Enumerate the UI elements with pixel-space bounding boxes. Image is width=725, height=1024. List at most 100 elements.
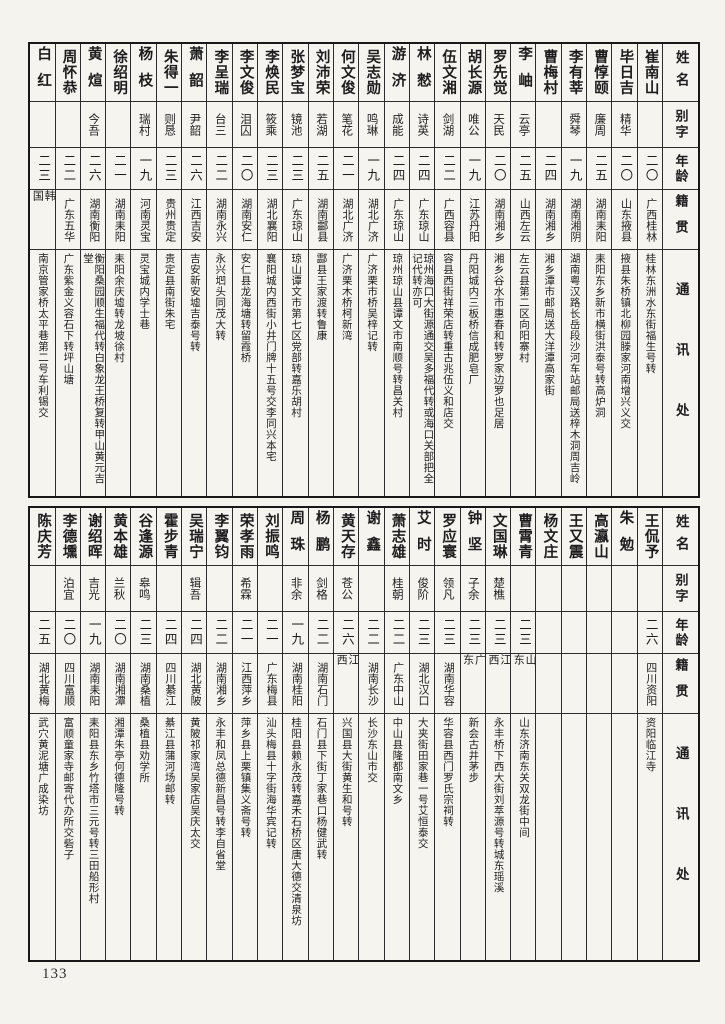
- age-cell-text: 二〇: [643, 154, 658, 183]
- person-column: 谢绍晖 吉光 一九 湖南耒阳 耒阳县东乡竹塔市三元号转三田船形村: [79, 508, 106, 960]
- age-cell: 二三: [435, 612, 460, 654]
- person-column: 萧志雄 桂朝 二二 广东中山 中山县隆都南文乡: [383, 508, 409, 960]
- person-column: 周怀恭 二二 广东五华 广东紫金义容石下转坪山塘: [54, 44, 80, 496]
- directory-table-bottom: 姓名 别字 年龄 籍贯 通讯处 王侃予 二六 四川资阳 资阳临江寺 朱勉 高瀛山 王又震 杨文庄 曹霄青二…: [28, 506, 700, 962]
- zi-cell: 云亭: [511, 102, 536, 148]
- name-cell-text: 毕日吉: [617, 49, 634, 96]
- row-header-age: 年龄: [663, 612, 698, 654]
- name-cell-text: 李呈瑞: [212, 49, 229, 96]
- zi-cell-text: 筱乘: [264, 113, 277, 136]
- name-cell: 吴瑞宁: [182, 508, 207, 566]
- name-cell: 林憖: [409, 44, 435, 102]
- zi-cell-text: 吉光: [87, 577, 100, 600]
- age-cell: 二六: [80, 148, 106, 190]
- address-cell: 桂林东洲水东街福生号转: [638, 250, 662, 496]
- name-cell-text: 游济: [389, 46, 406, 99]
- name-cell-text: 李德壎: [60, 513, 77, 560]
- row-header-address-text: 通讯处: [673, 746, 689, 928]
- origin-cell-text: 广西桂林: [644, 197, 657, 242]
- address-cell: 吉安新安墟吉泰号转: [182, 250, 206, 496]
- address-cell: 永丰和凤总德新昌号转李自省堂: [207, 714, 231, 960]
- origin-cell: 湖南桂阳: [283, 654, 308, 714]
- name-cell: 钟坚: [460, 508, 485, 566]
- zi-cell-text: 楚樵: [492, 577, 505, 600]
- address-cell: 丹阳城内三板桥信成肥皂厂: [461, 250, 485, 496]
- address-cell-text: 灵宝城内学士巷: [138, 253, 150, 330]
- name-cell-text: 李岫: [516, 46, 533, 99]
- address-cell: 琼州琼山县谭文市南顺号转昌关村: [385, 250, 409, 496]
- age-cell: 二二: [359, 612, 384, 654]
- origin-cell-text: 湖南湘潭: [113, 661, 126, 706]
- zi-cell: [587, 566, 612, 612]
- origin-cell-text: 四川资阳: [644, 661, 657, 706]
- zi-cell-text: 瑞村: [137, 113, 150, 136]
- address-cell: 南京管家桥太平巷第二号车利锡交: [30, 250, 54, 496]
- age-cell: 二三: [409, 612, 435, 654]
- person-column: 毕日吉 精华 二〇 山东掖县 掖县朱桥镇北柳园滕家河南增兴义交: [611, 44, 637, 496]
- zi-cell-text: 廉周: [593, 113, 606, 136]
- address-cell-text: 永兴垇头同茂大转: [214, 253, 226, 341]
- zi-cell-text: 兰秋: [112, 577, 125, 600]
- zi-cell-text: 领凡: [441, 577, 454, 600]
- name-cell-text: 杨文庄: [541, 513, 558, 560]
- age-cell-text: 二五: [36, 618, 51, 647]
- origin-cell-text: 湖南湘乡: [214, 661, 227, 706]
- age-cell: 二三: [511, 612, 536, 654]
- zi-cell: 楚樵: [485, 566, 511, 612]
- zi-cell: 则恳: [156, 102, 182, 148]
- origin-cell-text: 湖北襄阳: [265, 197, 278, 242]
- name-cell: 朱得一: [156, 44, 182, 102]
- age-cell: 二〇: [612, 148, 637, 190]
- zi-cell: 辑吾: [182, 566, 207, 612]
- person-column: 崔南山 二〇 广西桂林 桂林东洲水东街福生号转: [636, 44, 662, 496]
- origin-cell-text: 湖南酃县: [315, 197, 328, 242]
- address-cell-text: 湘潭朱亭何德隆号转: [112, 717, 124, 816]
- zi-cell-text: 桂朝: [390, 577, 403, 600]
- origin-cell: 江西吉安: [182, 190, 207, 250]
- age-cell-text: 二三: [263, 154, 278, 183]
- origin-cell-text: 湖南永兴: [214, 197, 227, 242]
- age-cell-text: 二四: [390, 154, 405, 183]
- zi-cell-text: 天民: [492, 113, 505, 136]
- age-cell: 二二: [435, 148, 460, 190]
- address-cell-text: 永丰和凤总德新昌号转李自省堂: [214, 717, 226, 871]
- origin-cell: [536, 654, 561, 714]
- zi-cell: [359, 566, 384, 612]
- name-cell-text: 林憖: [414, 46, 431, 99]
- age-cell-text: 二四: [415, 154, 430, 183]
- person-column: 何文俊 笔花 二一 湖北广济 广济栗木桥柯新湾: [332, 44, 359, 496]
- person-column: 曹惇颐 廉周 二五 湖南耒阳 耒阳东乡新市横街洪泰号转高炉洞: [586, 44, 612, 496]
- address-cell: 新会古井茅步: [461, 714, 485, 960]
- person-column: 吴志勋 鸣琳 一九 湖北广济 广济栗市桥吴梓记转: [358, 44, 384, 496]
- address-cell-text: 耒阳余庆墟转龙坡徐村: [112, 253, 124, 363]
- address-cell-text: 掖县朱桥镇北柳园滕家河南增兴义交: [619, 253, 631, 429]
- name-cell: 文国琳: [485, 508, 511, 566]
- row-header-origin: 籍贯: [663, 190, 698, 250]
- origin-cell-text: 广西容县: [442, 197, 455, 242]
- age-cell: 二四: [384, 148, 409, 190]
- origin-cell: 湖南酃县: [308, 190, 333, 250]
- address-cell-text: 湖南粤汉路长岳段沙河车站邮局送梓木洞周吉岭: [568, 253, 580, 484]
- address-cell: 桑植县劝学所: [131, 714, 155, 960]
- name-cell: 杨鹏: [308, 508, 333, 566]
- row-header-origin-text: 籍贯: [673, 193, 689, 246]
- name-cell: 李翼钧: [207, 508, 232, 566]
- zi-cell-text: 今吾: [87, 113, 100, 136]
- age-cell: 二三: [485, 612, 511, 654]
- origin-cell-text: 湖南耒阳: [87, 661, 100, 706]
- name-cell: 李有莘: [561, 44, 587, 102]
- origin-cell-text: 广东中山: [391, 661, 404, 706]
- age-cell: 二三: [460, 612, 485, 654]
- name-cell: 荣孝雨: [232, 508, 257, 566]
- origin-cell: 湖南华容: [435, 654, 460, 714]
- address-cell-text: 黄陂祁家湾吴家店吴庆太交: [188, 717, 200, 849]
- address-cell: 广济栗市桥吴梓记转: [359, 250, 383, 496]
- zi-cell-text: 笔花: [340, 113, 353, 136]
- zi-cell-text: 希霖: [239, 577, 252, 600]
- name-cell-text: 朱勉: [617, 510, 634, 563]
- address-cell-text: 衡阳桑园顺生福代转白象龙王桥复转甲山黄元吉堂: [81, 253, 105, 484]
- row-header-name: 姓名: [663, 44, 698, 102]
- zi-cell: 镜池: [283, 102, 308, 148]
- age-cell: 二四: [409, 148, 435, 190]
- origin-cell: 广西容县: [435, 190, 460, 250]
